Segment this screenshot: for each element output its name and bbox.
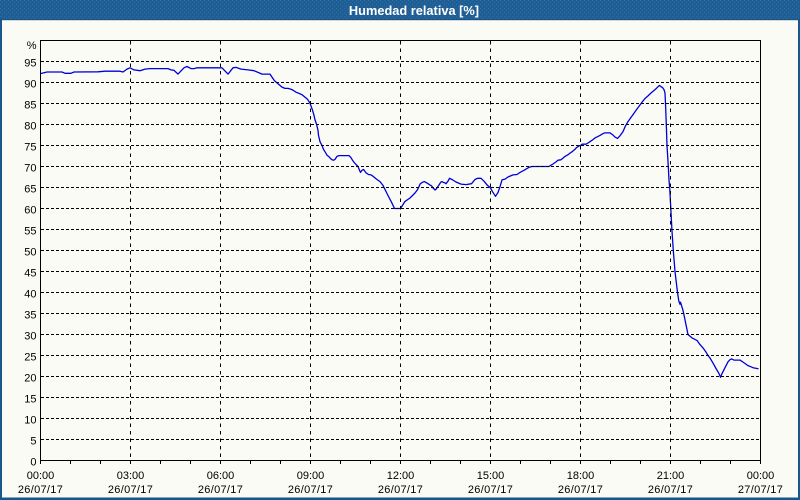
svg-text:21:00: 21:00 [657,470,685,482]
svg-text:26/07/17: 26/07/17 [108,484,153,496]
svg-text:55: 55 [24,226,36,238]
svg-text:65: 65 [24,184,36,196]
svg-text:90: 90 [24,79,36,91]
svg-text:26/07/17: 26/07/17 [648,484,693,496]
svg-text:03:00: 03:00 [117,470,145,482]
svg-text:09:00: 09:00 [297,470,325,482]
svg-text:27/07/17: 27/07/17 [738,484,783,496]
svg-text:45: 45 [24,268,36,280]
svg-text:60: 60 [24,205,36,217]
svg-text:10: 10 [24,415,36,427]
svg-text:30: 30 [24,331,36,343]
svg-text:00:00: 00:00 [27,470,55,482]
svg-text:50: 50 [24,247,36,259]
svg-text:Humedad relativa [%]: Humedad relativa [%] [349,3,479,18]
svg-text:26/07/17: 26/07/17 [198,484,243,496]
svg-text:26/07/17: 26/07/17 [18,484,63,496]
svg-text:40: 40 [24,289,36,301]
svg-text:06:00: 06:00 [207,470,235,482]
svg-text:35: 35 [24,310,36,322]
svg-text:26/07/17: 26/07/17 [288,484,333,496]
svg-text:26/07/17: 26/07/17 [468,484,513,496]
svg-text:18:00: 18:00 [567,470,595,482]
svg-text:26/07/17: 26/07/17 [558,484,603,496]
svg-text:12:00: 12:00 [387,470,415,482]
svg-text:26/07/17: 26/07/17 [378,484,423,496]
svg-text:00:00: 00:00 [747,470,775,482]
svg-text:15:00: 15:00 [477,470,505,482]
svg-text:85: 85 [24,100,36,112]
svg-text:75: 75 [24,142,36,154]
svg-text:25: 25 [24,352,36,364]
svg-text:80: 80 [24,121,36,133]
svg-text:95: 95 [24,58,36,70]
svg-text:70: 70 [24,163,36,175]
svg-text:0: 0 [30,457,36,469]
svg-text:%: % [27,40,37,52]
svg-text:15: 15 [24,394,36,406]
svg-text:20: 20 [24,373,36,385]
svg-text:5: 5 [30,436,36,448]
